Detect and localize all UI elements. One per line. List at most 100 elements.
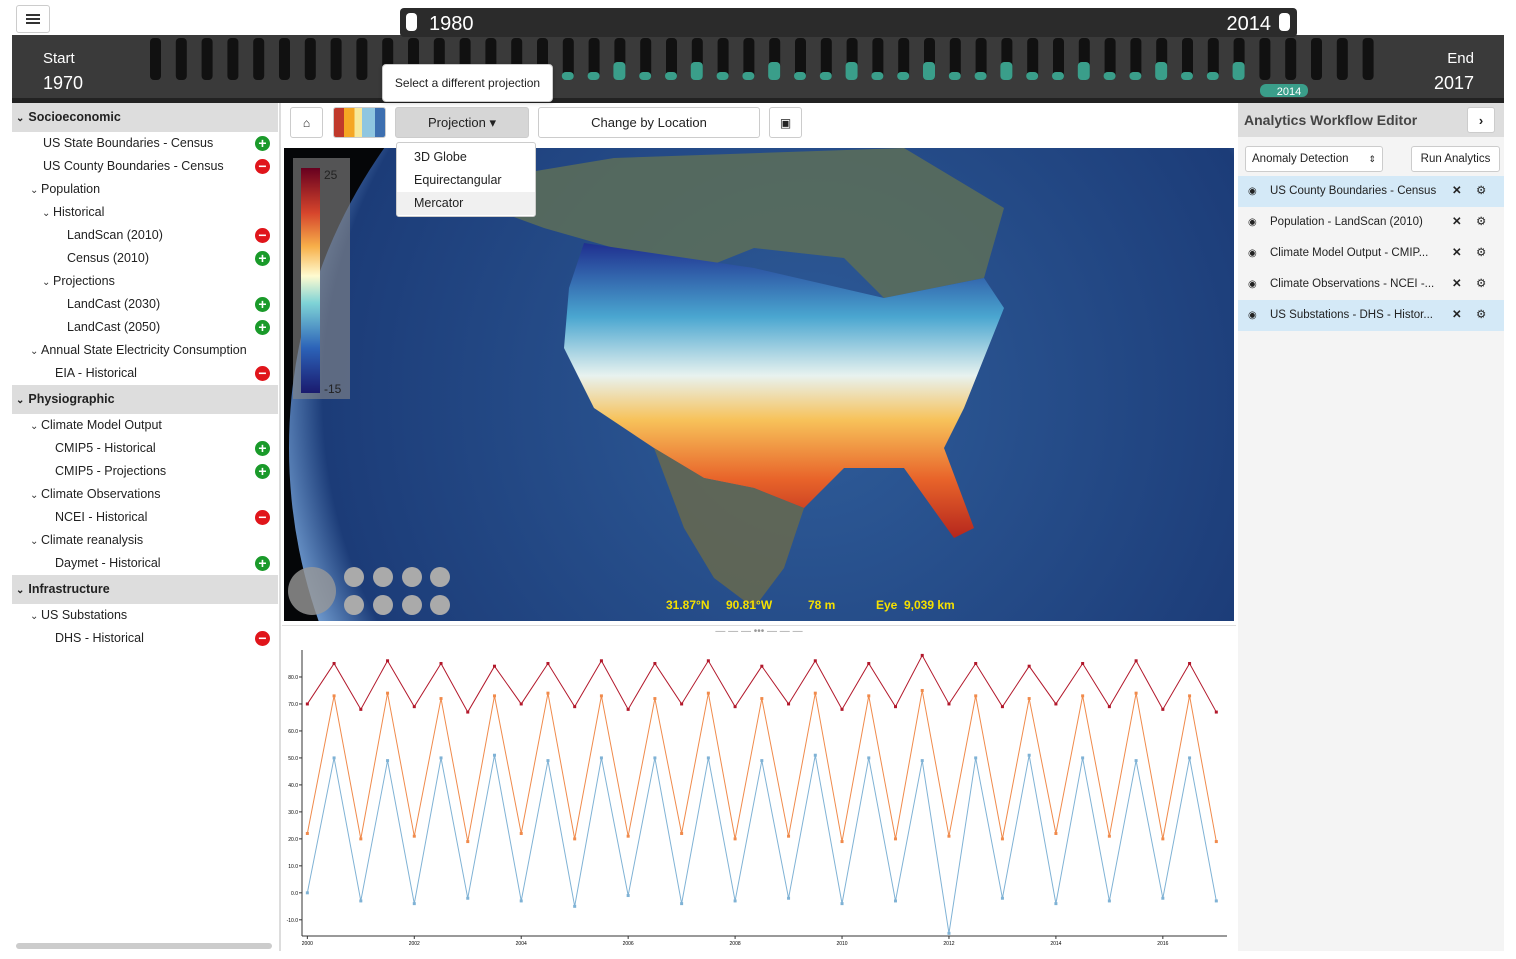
remove-icon[interactable]: ✕ bbox=[1452, 247, 1462, 259]
status-lon: 90.81°W bbox=[726, 598, 773, 612]
menu-item[interactable]: Mercator bbox=[397, 192, 535, 215]
settings-icon[interactable]: ⚙ bbox=[1476, 185, 1487, 197]
tree-group[interactable]: ⌄ Historical bbox=[12, 201, 278, 224]
workflow-layer[interactable]: ◉ US County Boundaries - Census ✕ ⚙ bbox=[1238, 176, 1504, 207]
change-location-button[interactable]: Change by Location bbox=[538, 107, 760, 138]
marker-label: 2014 bbox=[1277, 86, 1301, 98]
tree-label: LandScan (2010) bbox=[67, 228, 163, 242]
tree-item[interactable]: Census (2010) + bbox=[12, 247, 278, 270]
tree-section[interactable]: ⌄ Physiographic bbox=[12, 385, 278, 414]
toggle-remove[interactable]: − bbox=[255, 366, 270, 381]
tree-group[interactable]: ⌄ Climate reanalysis bbox=[12, 529, 278, 552]
toggle-add[interactable]: + bbox=[255, 297, 270, 312]
wave[interactable] bbox=[430, 595, 450, 615]
tree-item[interactable]: DHS - Historical − bbox=[12, 627, 278, 650]
tree-item[interactable]: CMIP5 - Projections + bbox=[12, 460, 278, 483]
remove-icon[interactable]: ✕ bbox=[1452, 185, 1462, 197]
layers[interactable] bbox=[402, 567, 422, 587]
settings-icon[interactable]: ⚙ bbox=[1476, 216, 1487, 228]
tree-item[interactable]: US State Boundaries - Census + bbox=[12, 132, 278, 155]
globe-view[interactable]: 25 -15 31.87°N 90.81°W 78 m Eye 9,039 km bbox=[284, 148, 1234, 621]
range-start: 1980 bbox=[429, 13, 474, 35]
settings-icon[interactable]: ⚙ bbox=[1476, 309, 1487, 321]
tilt[interactable] bbox=[373, 595, 393, 615]
tree-group[interactable]: ⌄ Climate Model Output bbox=[12, 414, 278, 437]
x-tick-label: 2012 bbox=[943, 941, 954, 947]
zoom-out[interactable] bbox=[344, 595, 364, 615]
toggle-remove[interactable]: − bbox=[255, 228, 270, 243]
menu-button[interactable] bbox=[16, 5, 50, 33]
series-point bbox=[466, 840, 470, 844]
tree-item[interactable]: NCEI - Historical − bbox=[12, 506, 278, 529]
zoom-in[interactable] bbox=[344, 567, 364, 587]
toggle-remove[interactable]: − bbox=[255, 631, 270, 646]
stats[interactable] bbox=[402, 595, 422, 615]
tree-item[interactable]: EIA - Historical − bbox=[12, 362, 278, 385]
remove-icon[interactable]: ✕ bbox=[1452, 309, 1462, 321]
toggle-add[interactable]: + bbox=[255, 556, 270, 571]
method-select[interactable]: Anomaly Detection ⇕ bbox=[1245, 146, 1383, 172]
rotate[interactable] bbox=[373, 567, 393, 587]
tree-item[interactable]: LandScan (2010) − bbox=[12, 224, 278, 247]
range-bar[interactable] bbox=[400, 8, 1297, 37]
tree-group[interactable]: ⌄ US Substations bbox=[12, 604, 278, 627]
tree-group[interactable]: ⌄ Annual State Electricity Consumption bbox=[12, 339, 278, 362]
collapse-button[interactable]: › bbox=[1467, 107, 1495, 133]
series-point bbox=[1188, 694, 1192, 698]
toggle-add[interactable]: + bbox=[255, 464, 270, 479]
toggle-add[interactable]: + bbox=[255, 320, 270, 335]
range-handle[interactable] bbox=[406, 13, 417, 31]
menu-item[interactable]: Equirectangular bbox=[414, 173, 502, 187]
save-button[interactable]: ▣ bbox=[769, 107, 802, 138]
year-activity bbox=[561, 72, 574, 80]
settings-icon[interactable]: ⚙ bbox=[1476, 247, 1487, 259]
toggle-remove[interactable]: − bbox=[255, 510, 270, 525]
scrollbar[interactable] bbox=[16, 943, 272, 949]
home-button[interactable]: ⌂ bbox=[290, 107, 323, 138]
tree-item[interactable]: LandCast (2030) + bbox=[12, 293, 278, 316]
remove-icon[interactable]: ✕ bbox=[1452, 216, 1462, 228]
remove-icon[interactable]: ✕ bbox=[1452, 278, 1462, 290]
toggle-remove[interactable]: − bbox=[255, 159, 270, 174]
workflow-layer[interactable]: ◉ Climate Observations - NCEI -... ✕ ⚙ bbox=[1238, 269, 1504, 300]
year-tick bbox=[253, 38, 265, 80]
workflow-layer[interactable]: ◉ Population - LandScan (2010) ✕ ⚙ bbox=[1238, 207, 1504, 238]
time-series-chart: -10.0 0.0 10.0 20.0 30.0 40.0 50.0 60.0 70.0 80.0… bbox=[287, 650, 1227, 947]
pan-control[interactable] bbox=[288, 567, 336, 615]
chevron: ⌄ bbox=[16, 585, 25, 596]
series-point bbox=[1027, 753, 1031, 757]
tree-item[interactable]: LandCast (2050) + bbox=[12, 316, 278, 339]
marker-pill[interactable] bbox=[1260, 84, 1308, 97]
tree-item[interactable]: CMIP5 - Historical + bbox=[12, 437, 278, 460]
projection-button[interactable]: Projection ▾ bbox=[395, 107, 529, 138]
settings-icon[interactable]: ⚙ bbox=[1476, 278, 1487, 290]
tree-section[interactable]: ⌄ Infrastructure bbox=[12, 575, 278, 604]
toggle-add[interactable]: + bbox=[255, 136, 270, 151]
y-tick-label: 50.0 bbox=[288, 756, 298, 762]
range-handle[interactable] bbox=[1279, 13, 1290, 31]
menu-item[interactable]: 3D Globe bbox=[414, 150, 467, 164]
workflow-layer[interactable]: ◉ Climate Model Output - CMIP... ✕ ⚙ bbox=[1238, 238, 1504, 269]
workflow-layer[interactable]: ◉ US Substations - DHS - Histor... ✕ ⚙ bbox=[1238, 300, 1504, 331]
year-tick bbox=[1207, 38, 1219, 80]
year-tick bbox=[666, 38, 677, 80]
tree-group[interactable]: ⌄ Climate Observations bbox=[12, 483, 278, 506]
series-point bbox=[359, 707, 363, 711]
year-tick bbox=[898, 38, 910, 80]
toggle-add[interactable]: + bbox=[255, 251, 270, 266]
colorbar-gradient bbox=[301, 168, 320, 393]
year-activity bbox=[1232, 62, 1245, 80]
tree-item[interactable]: Daymet - Historical + bbox=[12, 552, 278, 575]
tree-section[interactable]: ⌄ Socioeconomic bbox=[12, 103, 278, 132]
tree-group[interactable]: ⌄ Population bbox=[12, 178, 278, 201]
tree-label: US State Boundaries - Census bbox=[43, 136, 214, 150]
run-button[interactable]: Run Analytics bbox=[1411, 146, 1500, 172]
splitter[interactable]: — — — ••• — — — bbox=[282, 625, 1236, 640]
series-point bbox=[1107, 705, 1111, 709]
trend[interactable] bbox=[430, 567, 450, 587]
palette-button[interactable] bbox=[333, 107, 386, 138]
toggle-add[interactable]: + bbox=[255, 441, 270, 456]
tree-group[interactable]: ⌄ Projections bbox=[12, 270, 278, 293]
tree-label: EIA - Historical bbox=[55, 366, 137, 380]
tree-item[interactable]: US County Boundaries - Census − bbox=[12, 155, 278, 178]
